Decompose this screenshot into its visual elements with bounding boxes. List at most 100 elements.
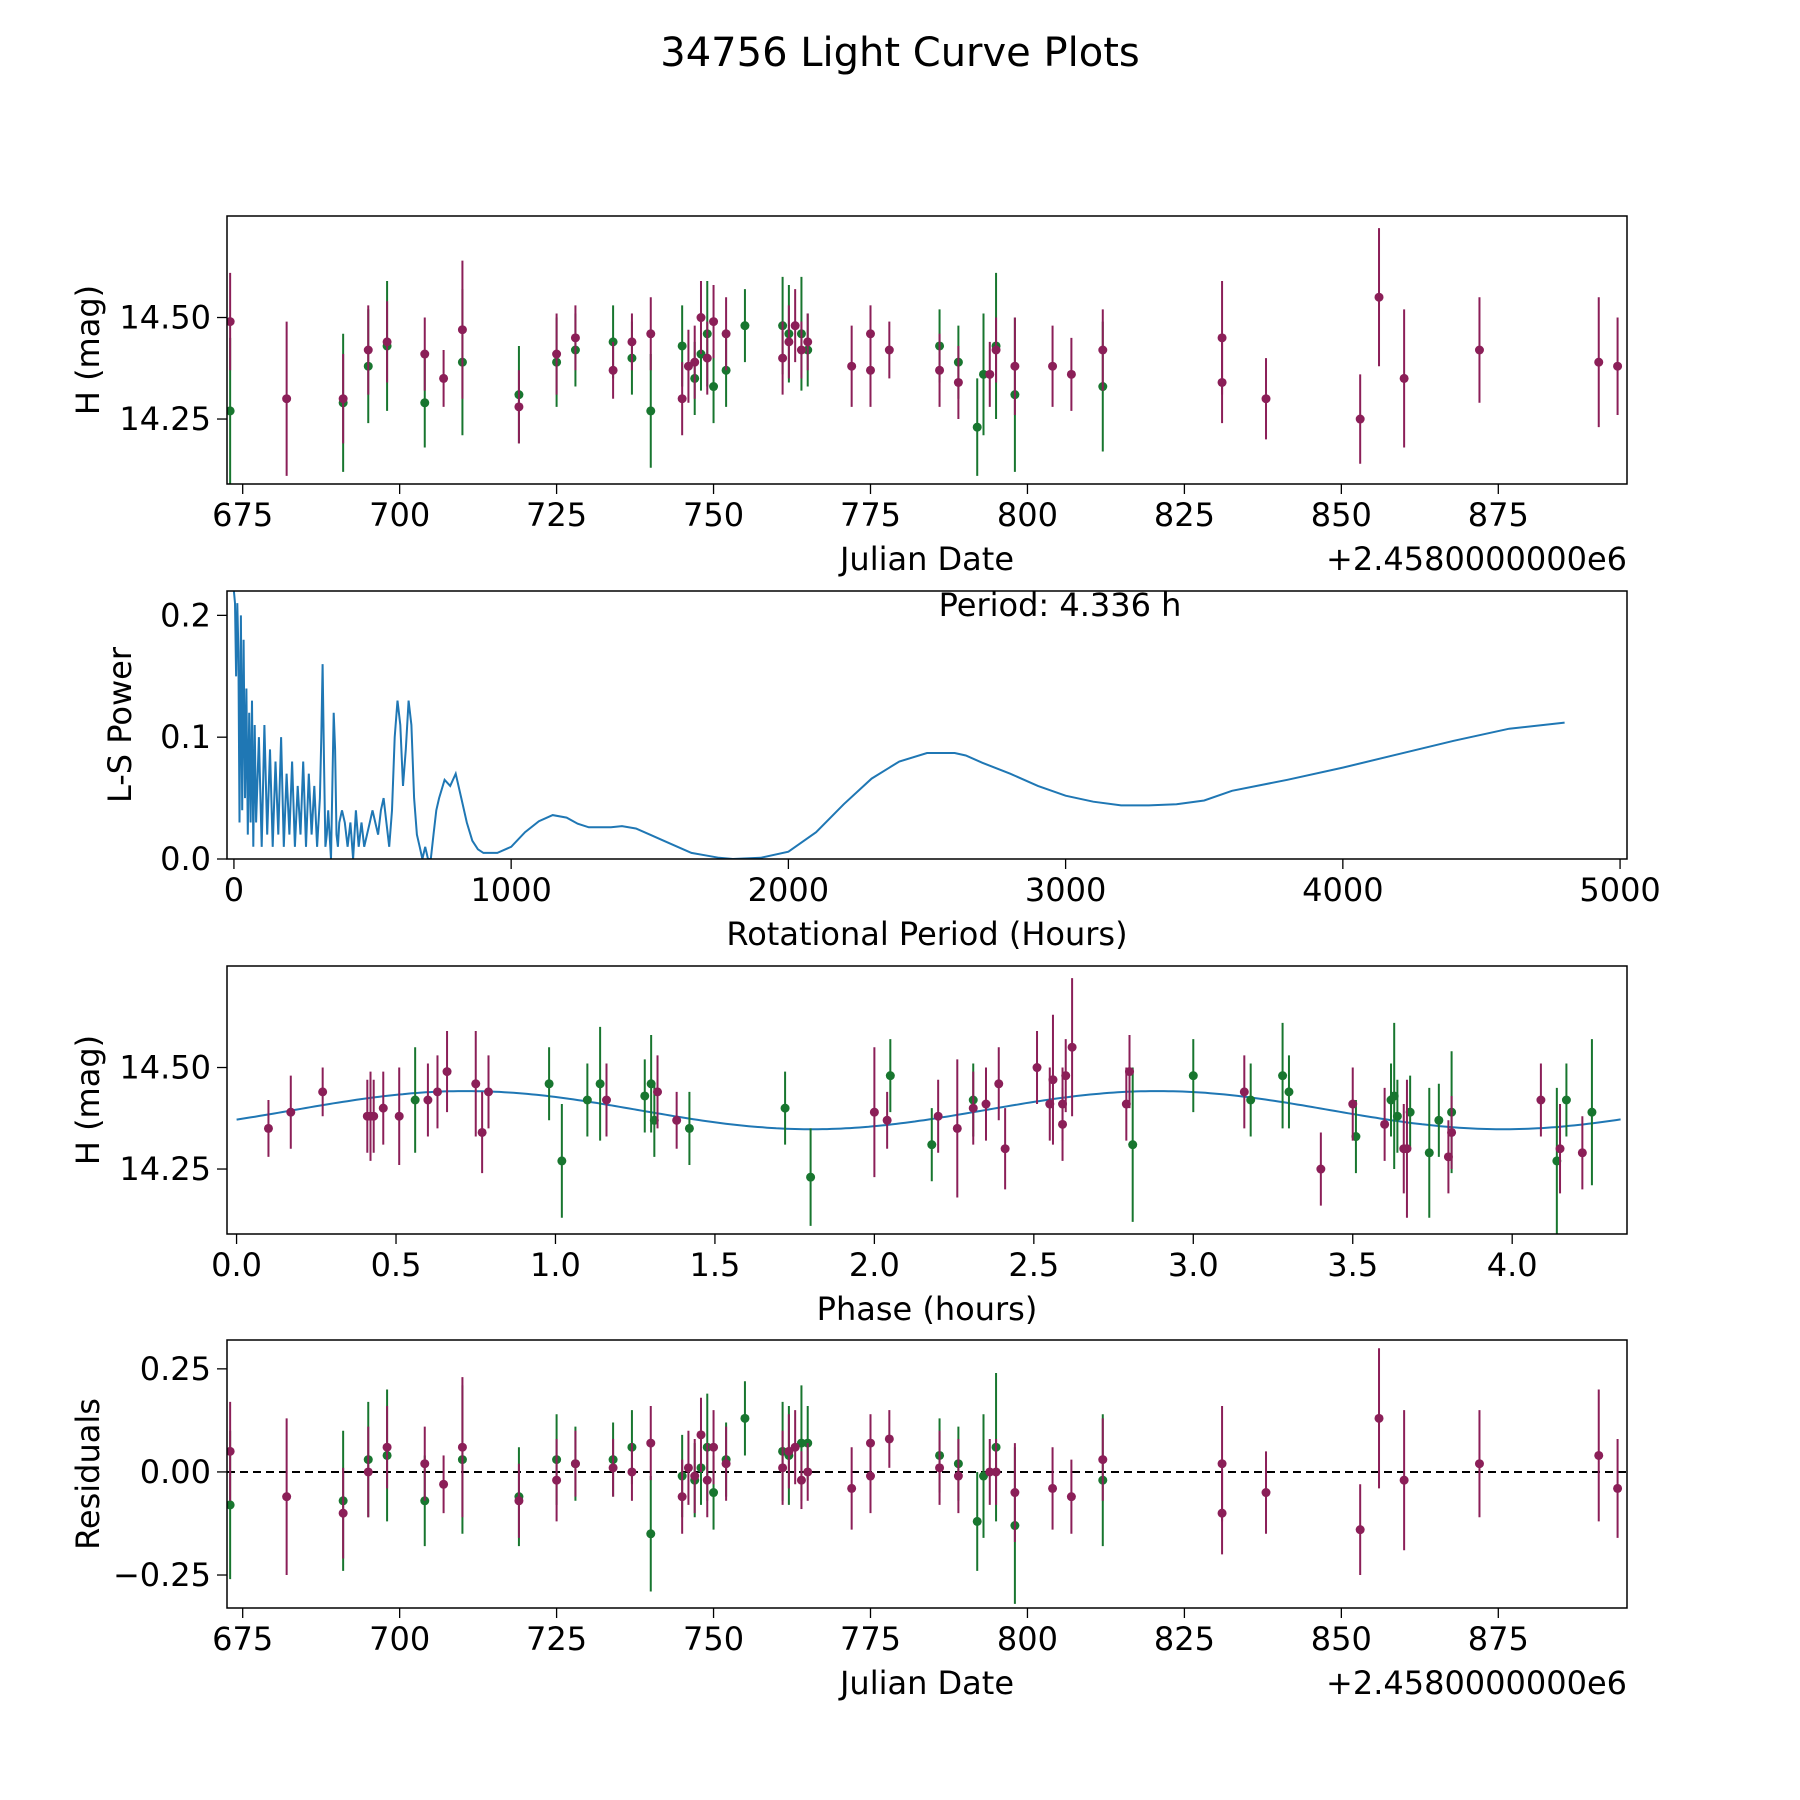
- data-point: [227, 1446, 235, 1456]
- y-tick-label: 14.25: [119, 400, 211, 438]
- x-tick-label: 4.0: [1487, 1246, 1538, 1284]
- y-axis-label: H (mag): [69, 285, 107, 415]
- x-tick-label: 675: [212, 496, 273, 534]
- series-g-band: [227, 272, 1108, 484]
- period-annotation: Period: 4.336 h: [939, 586, 1182, 624]
- data-point: [709, 1488, 719, 1498]
- data-point: [953, 377, 963, 387]
- data-point: [806, 1172, 816, 1182]
- x-tick-label: 1.5: [689, 1246, 740, 1284]
- data-point: [1424, 1148, 1434, 1158]
- data-point: [439, 1479, 449, 1489]
- data-point: [640, 1091, 650, 1101]
- data-point: [1316, 1164, 1326, 1174]
- data-point: [338, 394, 348, 404]
- data-point: [721, 329, 731, 339]
- data-point: [790, 1442, 800, 1452]
- axes-light-curve: 675 700 725 750 775 800 825 850 875 14.25 14.50 Jul…: [69, 215, 1628, 578]
- data-point: [690, 357, 700, 367]
- data-point: [790, 321, 800, 331]
- data-point: [994, 1079, 1004, 1089]
- data-point: [369, 1111, 379, 1121]
- data-point: [1261, 1488, 1271, 1498]
- data-point: [927, 1140, 937, 1150]
- axes-frame: [226, 965, 1628, 1235]
- data-point: [985, 369, 995, 379]
- data-point: [1010, 1488, 1020, 1498]
- series-r-band: [263, 978, 1587, 1218]
- data-point: [1577, 1148, 1587, 1158]
- data-point: [514, 1496, 524, 1506]
- x-tick-label: 3.5: [1327, 1246, 1378, 1284]
- data-point: [570, 333, 580, 343]
- data-point: [709, 1442, 719, 1452]
- data-point: [1239, 1087, 1249, 1097]
- data-point: [1587, 1107, 1597, 1117]
- data-point: [721, 1459, 731, 1469]
- data-point: [1058, 1119, 1068, 1129]
- series-r-band: [227, 1348, 1623, 1576]
- data-point: [646, 329, 656, 339]
- data-point: [382, 1442, 392, 1452]
- data-point: [1217, 1508, 1227, 1518]
- x-tick-label: 875: [1468, 1620, 1529, 1658]
- x-tick-label: 3.0: [1168, 1246, 1219, 1284]
- data-point: [484, 1087, 494, 1097]
- x-tick-label: 3000: [1025, 871, 1106, 909]
- data-point: [432, 1087, 442, 1097]
- x-tick-label: 1.0: [530, 1246, 581, 1284]
- data-point: [1613, 1483, 1623, 1493]
- x-tick-label: 875: [1468, 496, 1529, 534]
- data-point: [627, 337, 637, 347]
- data-point: [363, 345, 373, 355]
- data-point: [410, 1095, 420, 1105]
- data-point: [457, 1442, 467, 1452]
- data-point: [1098, 345, 1108, 355]
- x-offset-label: +2.4580000000e6: [1326, 1664, 1627, 1702]
- x-tick-label: 700: [369, 496, 430, 534]
- data-point: [952, 1123, 962, 1133]
- x-tick-label: 850: [1311, 1620, 1372, 1658]
- data-point: [552, 349, 562, 359]
- x-tick-label: 2.5: [1008, 1246, 1059, 1284]
- data-point: [740, 321, 750, 331]
- data-point: [796, 345, 806, 355]
- data-point: [709, 382, 719, 392]
- data-point: [608, 365, 618, 375]
- x-tick-label: 675: [212, 1620, 273, 1658]
- y-tick-label: 14.50: [119, 299, 211, 337]
- axes-frame: [226, 215, 1628, 485]
- data-point: [1402, 1144, 1412, 1154]
- data-point: [696, 1430, 706, 1440]
- series-g-band: [227, 1372, 1108, 1604]
- y-tick-label: −0.25: [113, 1556, 211, 1594]
- data-point: [1125, 1067, 1135, 1077]
- data-point: [803, 337, 813, 347]
- x-tick-label: 825: [1154, 496, 1215, 534]
- data-point: [1048, 361, 1058, 371]
- data-point: [1066, 369, 1076, 379]
- x-tick-label: 800: [997, 496, 1058, 534]
- x-tick-label: 850: [1311, 496, 1372, 534]
- axes-frame: [226, 1339, 1628, 1609]
- data-point: [646, 1438, 656, 1448]
- data-point: [935, 365, 945, 375]
- data-point: [601, 1095, 611, 1105]
- y-tick-label: 14.25: [119, 1150, 211, 1188]
- x-axis-label: Rotational Period (Hours): [726, 915, 1127, 953]
- data-point: [709, 317, 719, 327]
- data-point: [1098, 1455, 1108, 1465]
- data-point: [1374, 292, 1384, 302]
- data-point: [847, 1483, 857, 1493]
- data-point: [420, 349, 430, 359]
- data-point: [684, 1123, 694, 1133]
- x-tick-label: 800: [997, 1620, 1058, 1658]
- data-point: [690, 1471, 700, 1481]
- data-point: [1217, 377, 1227, 387]
- plot-area: [236, 978, 1621, 1234]
- data-point: [933, 1111, 943, 1121]
- data-point: [1217, 333, 1227, 343]
- data-point: [1355, 414, 1365, 424]
- data-point: [1474, 345, 1484, 355]
- data-point: [1246, 1095, 1256, 1105]
